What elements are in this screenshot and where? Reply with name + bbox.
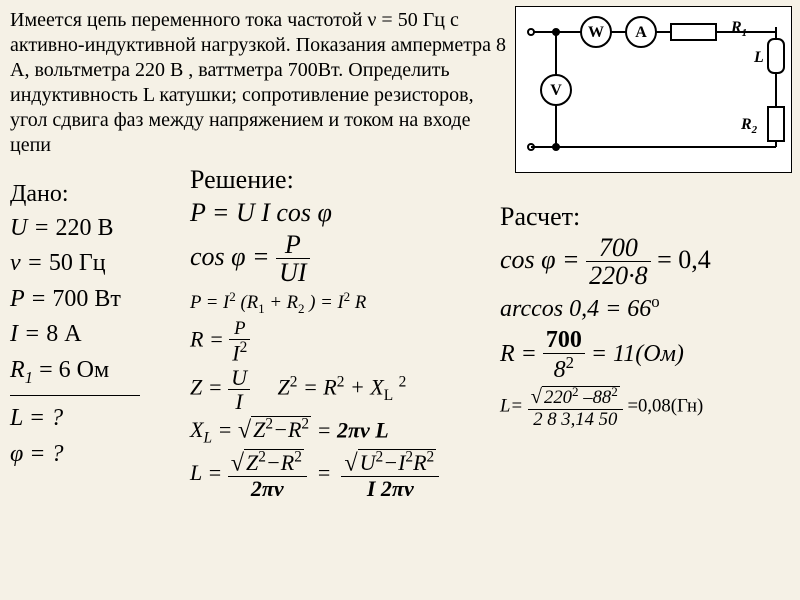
wattmeter-label: W [588, 24, 604, 41]
given-block: Дано: U = 220 В ν = 50 Гц P = 700 Вт I =… [10, 178, 140, 473]
calc-block: Расчет: cos φ = 700220·8 = 0,4 arccos 0,… [500, 200, 711, 431]
calc-title: Расчет: [500, 200, 711, 234]
problem-statement: Имеется цепь переменного тока частотой ν… [10, 8, 510, 158]
problem-text: Имеется цепь переменного тока частотой ν… [10, 9, 506, 156]
ammeter-label: A [635, 24, 647, 41]
solution-block: Решение: P = U I cos φ cos φ = PUI P = I… [190, 164, 439, 502]
solution-title: Решение: [190, 164, 439, 197]
given-divider [10, 395, 140, 396]
r2-label: R2 [740, 116, 758, 136]
circuit-diagram: W A V R1 L R2 [515, 6, 792, 173]
given-title: Дано: [10, 178, 140, 212]
voltmeter-label: V [550, 82, 562, 99]
l-label: L [753, 49, 764, 66]
r1-label: R1 [730, 19, 747, 39]
